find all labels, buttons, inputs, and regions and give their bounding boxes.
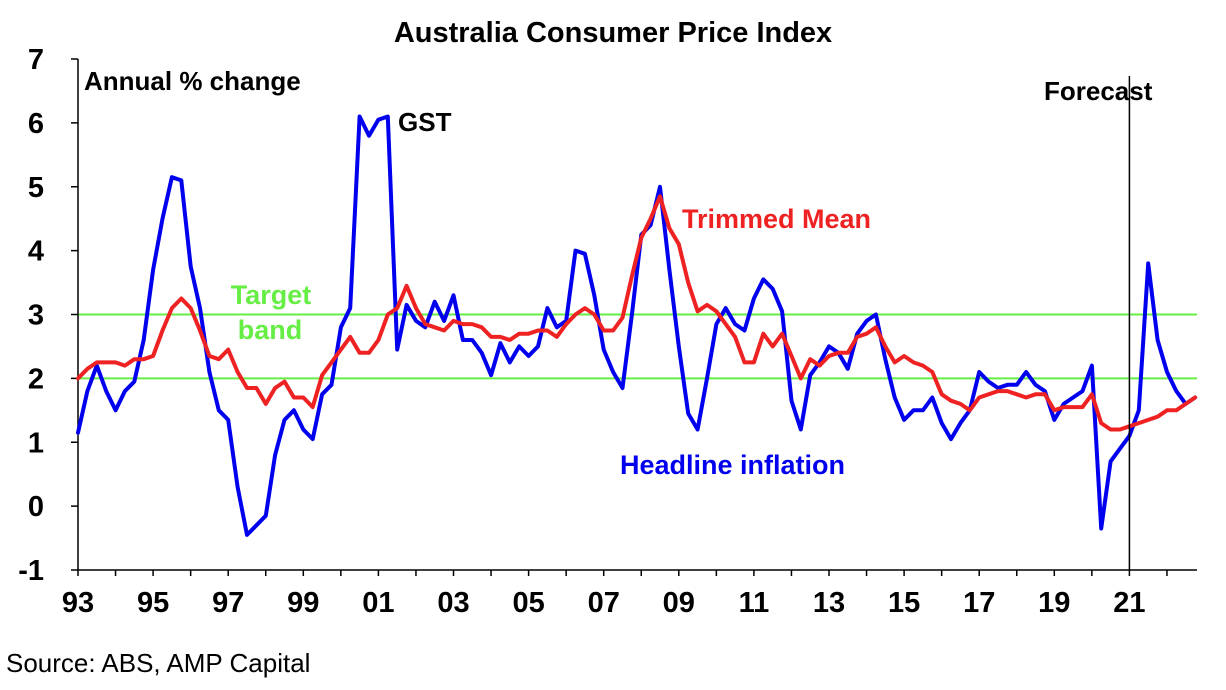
x-tick-label: 99 [287, 587, 319, 619]
y-tick-label: 1 [28, 427, 44, 459]
legend-trimmed-mean-label: Trimmed Mean [682, 204, 871, 234]
gst-annotation: GST [398, 107, 452, 137]
x-tick-label: 19 [1038, 587, 1070, 619]
headline-inflation-line [76, 114, 1198, 537]
source-note: Source: ABS, AMP Capital [6, 648, 310, 678]
x-tick-label: 05 [512, 587, 544, 619]
chart-subtitle: Annual % change [84, 66, 301, 96]
y-tick-label: 4 [28, 236, 44, 268]
y-tick-label: -1 [18, 555, 44, 587]
y-tick-label: 2 [28, 363, 44, 395]
x-tick-label: 95 [137, 587, 169, 619]
y-tick-label: 7 [28, 44, 44, 76]
target-band [78, 313, 1197, 380]
y-tick-label: 0 [28, 491, 44, 523]
x-tick-label: 15 [888, 587, 920, 619]
target-band-label-line2: band [238, 315, 303, 345]
x-tick-label: 17 [963, 587, 995, 619]
target-band-label-line1: Target [231, 280, 312, 310]
x-tick-label: 93 [62, 587, 94, 619]
y-tick-label: 5 [28, 172, 44, 204]
y-tick-label: 3 [28, 300, 44, 332]
x-tick-label: 03 [437, 587, 469, 619]
series-group [76, 114, 1198, 537]
trimmed-mean-line [76, 194, 1198, 432]
x-tick-label: 13 [813, 587, 845, 619]
x-tick-label: 07 [588, 587, 620, 619]
y-tick-label: 6 [28, 108, 44, 140]
x-tick-label: 21 [1113, 587, 1145, 619]
chart-title: Australia Consumer Price Index [394, 17, 832, 49]
x-tick-label: 01 [362, 587, 394, 619]
forecast-label: Forecast [1044, 76, 1153, 106]
legend-headline-inflation-label: Headline inflation [620, 450, 845, 480]
x-tick-label: 11 [739, 587, 770, 619]
x-tick-label: 97 [212, 587, 244, 619]
x-tick-label: 09 [663, 587, 695, 619]
